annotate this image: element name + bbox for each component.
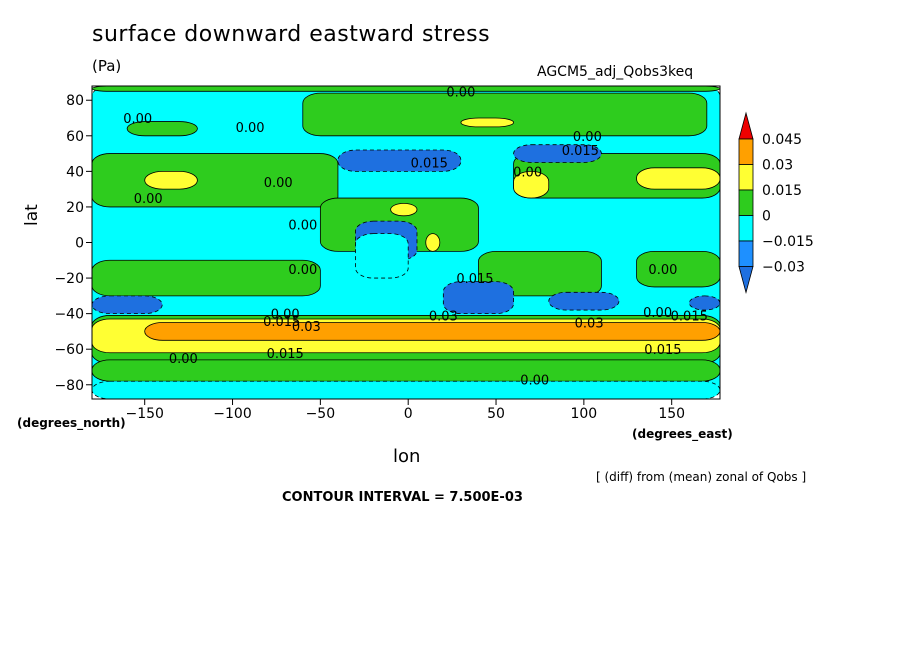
contour-label: 0.015 <box>671 309 708 324</box>
x-tick-label: −50 <box>306 406 336 422</box>
y-tick-label: 60 <box>66 129 84 145</box>
contour-label: 0.015 <box>644 343 681 358</box>
contour-label: 0.00 <box>513 165 542 180</box>
contour-region <box>302 92 708 137</box>
colorbar-segment <box>738 138 754 165</box>
contour-label: 0.00 <box>271 308 300 323</box>
colorbar-label: 0.03 <box>762 158 793 174</box>
contour-region <box>355 233 409 279</box>
chart-title: surface downward eastward stress <box>92 22 491 47</box>
colorbar-arrow-bottom <box>738 266 754 295</box>
x-axis-unit-label: (degrees_east) <box>632 427 733 441</box>
contour-label: 0.00 <box>643 306 672 321</box>
colorbar-segment <box>738 189 754 216</box>
colorbar-arrow-top <box>738 111 754 140</box>
contour-region <box>91 153 339 208</box>
y-tick-label: 80 <box>66 93 84 109</box>
colorbar-label: 0 <box>762 209 771 225</box>
contour-region <box>91 295 163 315</box>
y-axis-unit-label: (degrees_north) <box>17 416 126 430</box>
y-tick-label: −40 <box>54 307 84 323</box>
contour-label: 0.03 <box>429 309 458 324</box>
contour-label: 0.00 <box>573 130 602 145</box>
contour-region <box>337 149 462 172</box>
colorbar-label: −0.03 <box>762 260 805 276</box>
contour-interval: CONTOUR INTERVAL = 7.500E-03 <box>282 490 523 505</box>
contour-label: 0.00 <box>123 112 152 127</box>
contour-label: 0.00 <box>134 192 163 207</box>
x-tick-label: 150 <box>658 406 685 422</box>
contour-label: 0.015 <box>263 315 300 330</box>
run-label: AGCM5_adj_Qobs3keq <box>537 64 694 80</box>
x-tick-label: −100 <box>213 406 251 422</box>
contour-region <box>513 144 602 163</box>
colorbar-label: −0.015 <box>762 234 814 250</box>
x-tick-label: −150 <box>125 406 163 422</box>
contour-region <box>442 281 514 315</box>
contour-label: 0.00 <box>288 219 317 234</box>
contour-region <box>513 170 550 199</box>
contour-label: 0.03 <box>292 320 321 335</box>
contour-region <box>688 295 721 311</box>
y-tick-label: −20 <box>54 271 84 287</box>
x-axis-label: lon <box>393 446 421 467</box>
chart-units: (Pa) <box>92 57 122 75</box>
diff-note: [ (diff) from (mean) zonal of Qobs ] <box>596 470 807 484</box>
contour-region <box>636 167 721 190</box>
colorbar-segment <box>738 215 754 242</box>
contour-label: 0.00 <box>264 176 293 191</box>
contour-region <box>425 233 441 252</box>
contour-label: 0.015 <box>456 272 493 287</box>
y-tick-label: −60 <box>54 342 84 358</box>
contour-label: 0.015 <box>411 156 448 171</box>
x-tick-label: 100 <box>570 406 597 422</box>
contour-label: 0.00 <box>169 352 198 367</box>
contour-region <box>390 202 418 217</box>
contour-region <box>460 117 514 128</box>
y-tick-label: 40 <box>66 164 84 180</box>
contour-label: 0.00 <box>288 263 317 278</box>
contour-label: 0.00 <box>236 121 265 136</box>
y-tick-label: −80 <box>54 378 84 394</box>
y-tick-label: 20 <box>66 200 84 216</box>
x-tick-label: 50 <box>487 406 505 422</box>
colorbar-label: 0.015 <box>762 183 802 199</box>
contour-label: 0.00 <box>446 85 475 100</box>
colorbar-segment <box>738 164 754 191</box>
contour-label: 0.00 <box>648 263 677 278</box>
contour-region <box>548 291 620 311</box>
contour-label: 0.03 <box>575 317 604 332</box>
colorbar-segment <box>738 240 754 267</box>
contour-region <box>91 380 721 400</box>
contour-region <box>144 170 198 190</box>
contour-label: 0.00 <box>520 373 549 388</box>
y-tick-label: 0 <box>75 236 84 252</box>
contour-label: 0.015 <box>267 347 304 362</box>
contour-region <box>478 250 602 297</box>
x-tick-label: 0 <box>404 406 413 422</box>
contour-label: 0.015 <box>562 144 599 159</box>
contour-region <box>144 322 721 341</box>
contour-region <box>91 85 721 92</box>
contour-region <box>91 259 321 297</box>
colorbar-label: 0.045 <box>762 132 802 148</box>
contour-region <box>126 121 198 137</box>
